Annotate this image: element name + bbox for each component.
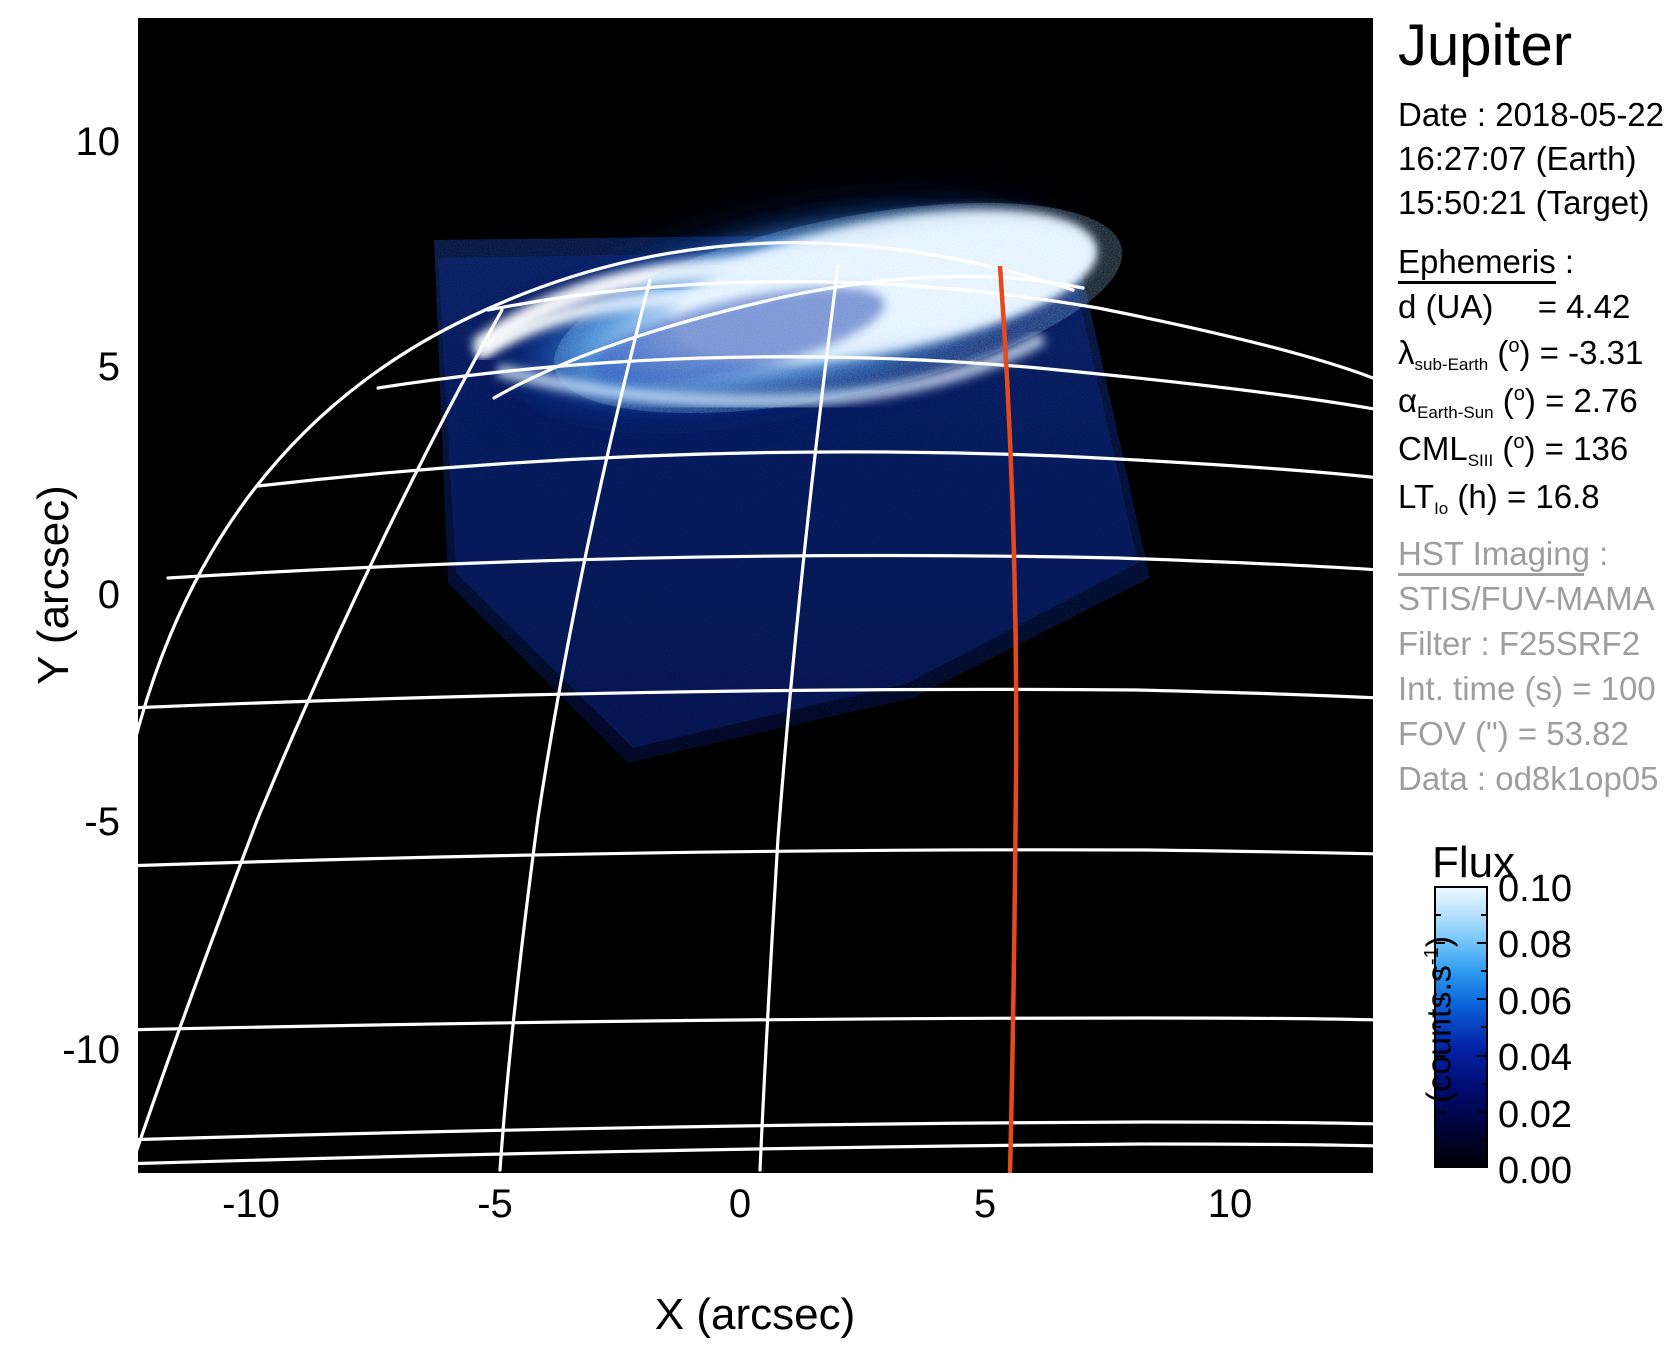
ephemeris-row-cml: CMLSIII (o) = 136 xyxy=(1398,430,1629,470)
hst-data-id: Data : od8k1op05 xyxy=(1398,760,1659,797)
y-tick-neg10: -10 xyxy=(62,1028,120,1072)
colorbar-title: Flux xyxy=(1432,838,1516,887)
hst-instrument: STIS/FUV-MAMA xyxy=(1398,580,1655,617)
cb-minor-tick xyxy=(1434,970,1441,972)
cb-minor-tick xyxy=(1434,914,1441,916)
lambda-value: = -3.31 xyxy=(1539,334,1644,371)
lambda-subscript: sub-Earth xyxy=(1414,355,1489,374)
x-tick-0: 0 xyxy=(728,1182,752,1226)
x-axis-title: X (arcsec) xyxy=(654,1290,856,1339)
ephemeris-heading-rule xyxy=(1398,281,1556,284)
cb-axis-title-close: ) xyxy=(1420,935,1459,948)
cb-minor-tick xyxy=(1434,1139,1441,1141)
ephemeris-distance-value: = 4.42 xyxy=(1537,288,1631,325)
ephemeris-row-sub-earth-lat: λsub-Earth (o) = -3.31 xyxy=(1398,334,1644,374)
cml-subscript: SIII xyxy=(1467,451,1494,470)
aurora-image-plot xyxy=(138,18,1373,1173)
ephemeris-row-lt-io: LTIo (h) = 16.8 xyxy=(1398,478,1600,518)
cb-major-tick xyxy=(1434,886,1445,888)
alpha-value: = 2.76 xyxy=(1545,382,1638,419)
plot-canvas xyxy=(138,18,1373,1173)
io-footpath-curve xyxy=(997,265,1019,1173)
cb-label-004: 0.04 xyxy=(1498,1037,1572,1079)
cb-axis-title-text: (counts.s xyxy=(1420,965,1459,1104)
cml-unit: (o) xyxy=(1502,430,1536,467)
ephemeris-heading: Ephemeris : xyxy=(1398,243,1575,280)
cb-major-tick xyxy=(1434,942,1445,944)
cb-major-tick xyxy=(1477,942,1488,944)
cml-value: = 136 xyxy=(1544,430,1629,467)
cb-major-tick xyxy=(1434,998,1445,1000)
cb-minor-tick xyxy=(1434,1083,1441,1085)
colorbar-ticks xyxy=(1434,886,1488,1168)
cb-axis-title-exponent: -1 xyxy=(1421,947,1444,966)
cb-label-000: 0.00 xyxy=(1498,1150,1572,1192)
cb-major-tick xyxy=(1434,1111,1445,1113)
lt-unit: (h) xyxy=(1457,478,1498,515)
alpha-symbol: α xyxy=(1398,382,1418,419)
cb-minor-tick xyxy=(1481,970,1488,972)
alpha-subscript: Earth-Sun xyxy=(1417,403,1494,422)
observation-date: Date : 2018-05-22 xyxy=(1398,96,1665,133)
y-tick-neg5: -5 xyxy=(84,800,120,844)
lambda-symbol: λ xyxy=(1398,334,1415,371)
alpha-unit: (o) xyxy=(1502,382,1536,419)
cb-minor-tick xyxy=(1481,914,1488,916)
cb-major-tick xyxy=(1434,1055,1445,1057)
lt-value: = 16.8 xyxy=(1506,478,1600,515)
y-tick-5: 5 xyxy=(97,345,120,389)
lt-symbol: LT xyxy=(1398,478,1435,515)
x-tick-10: 10 xyxy=(1207,1182,1253,1226)
planet-graticule xyxy=(138,241,1373,1172)
cb-minor-tick xyxy=(1481,1139,1488,1141)
lt-subscript: Io xyxy=(1434,499,1449,518)
cb-major-tick xyxy=(1477,1111,1488,1113)
ephemeris-distance-symbol: d (UA) xyxy=(1398,288,1494,325)
colorbar-axis-title: (counts.s-1) xyxy=(1421,870,1460,1170)
hst-imaging-heading: HST Imaging : xyxy=(1398,535,1609,572)
hst-int-time: Int. time (s) = 100 xyxy=(1398,670,1656,707)
ephemeris-row-distance: d (UA) = 4.42 xyxy=(1398,288,1630,326)
cb-label-008: 0.08 xyxy=(1498,924,1572,966)
y-tick-0: 0 xyxy=(97,573,120,617)
x-tick-neg5: -5 xyxy=(477,1182,513,1226)
cb-major-tick xyxy=(1477,998,1488,1000)
ephemeris-row-phase-angle: αEarth-Sun (o) = 2.76 xyxy=(1398,382,1638,422)
cb-major-tick xyxy=(1477,886,1488,888)
cb-label-002: 0.02 xyxy=(1498,1094,1572,1136)
page-title: Jupiter xyxy=(1398,13,1573,78)
cml-symbol: CML xyxy=(1398,430,1468,467)
x-tick-neg10: -10 xyxy=(222,1182,280,1226)
hst-fov: FOV (") = 53.82 xyxy=(1398,715,1629,752)
cb-label-010: 0.10 xyxy=(1498,868,1572,910)
observation-time-earth: 16:27:07 (Earth) xyxy=(1398,140,1637,177)
hst-filter: Filter : F25SRF2 xyxy=(1398,625,1641,662)
observation-time-target: 15:50:21 (Target) xyxy=(1398,184,1650,221)
lambda-unit: (o) xyxy=(1497,334,1531,371)
y-tick-10: 10 xyxy=(75,120,121,164)
cb-minor-tick xyxy=(1434,1026,1441,1028)
cb-major-tick xyxy=(1477,1055,1488,1057)
y-axis-title: Y (arcsec) xyxy=(29,485,78,685)
cb-minor-tick xyxy=(1481,1083,1488,1085)
cb-label-006: 0.06 xyxy=(1498,981,1572,1023)
x-tick-5: 5 xyxy=(973,1182,997,1226)
hst-imaging-heading-rule xyxy=(1398,573,1584,576)
cb-minor-tick xyxy=(1481,1026,1488,1028)
